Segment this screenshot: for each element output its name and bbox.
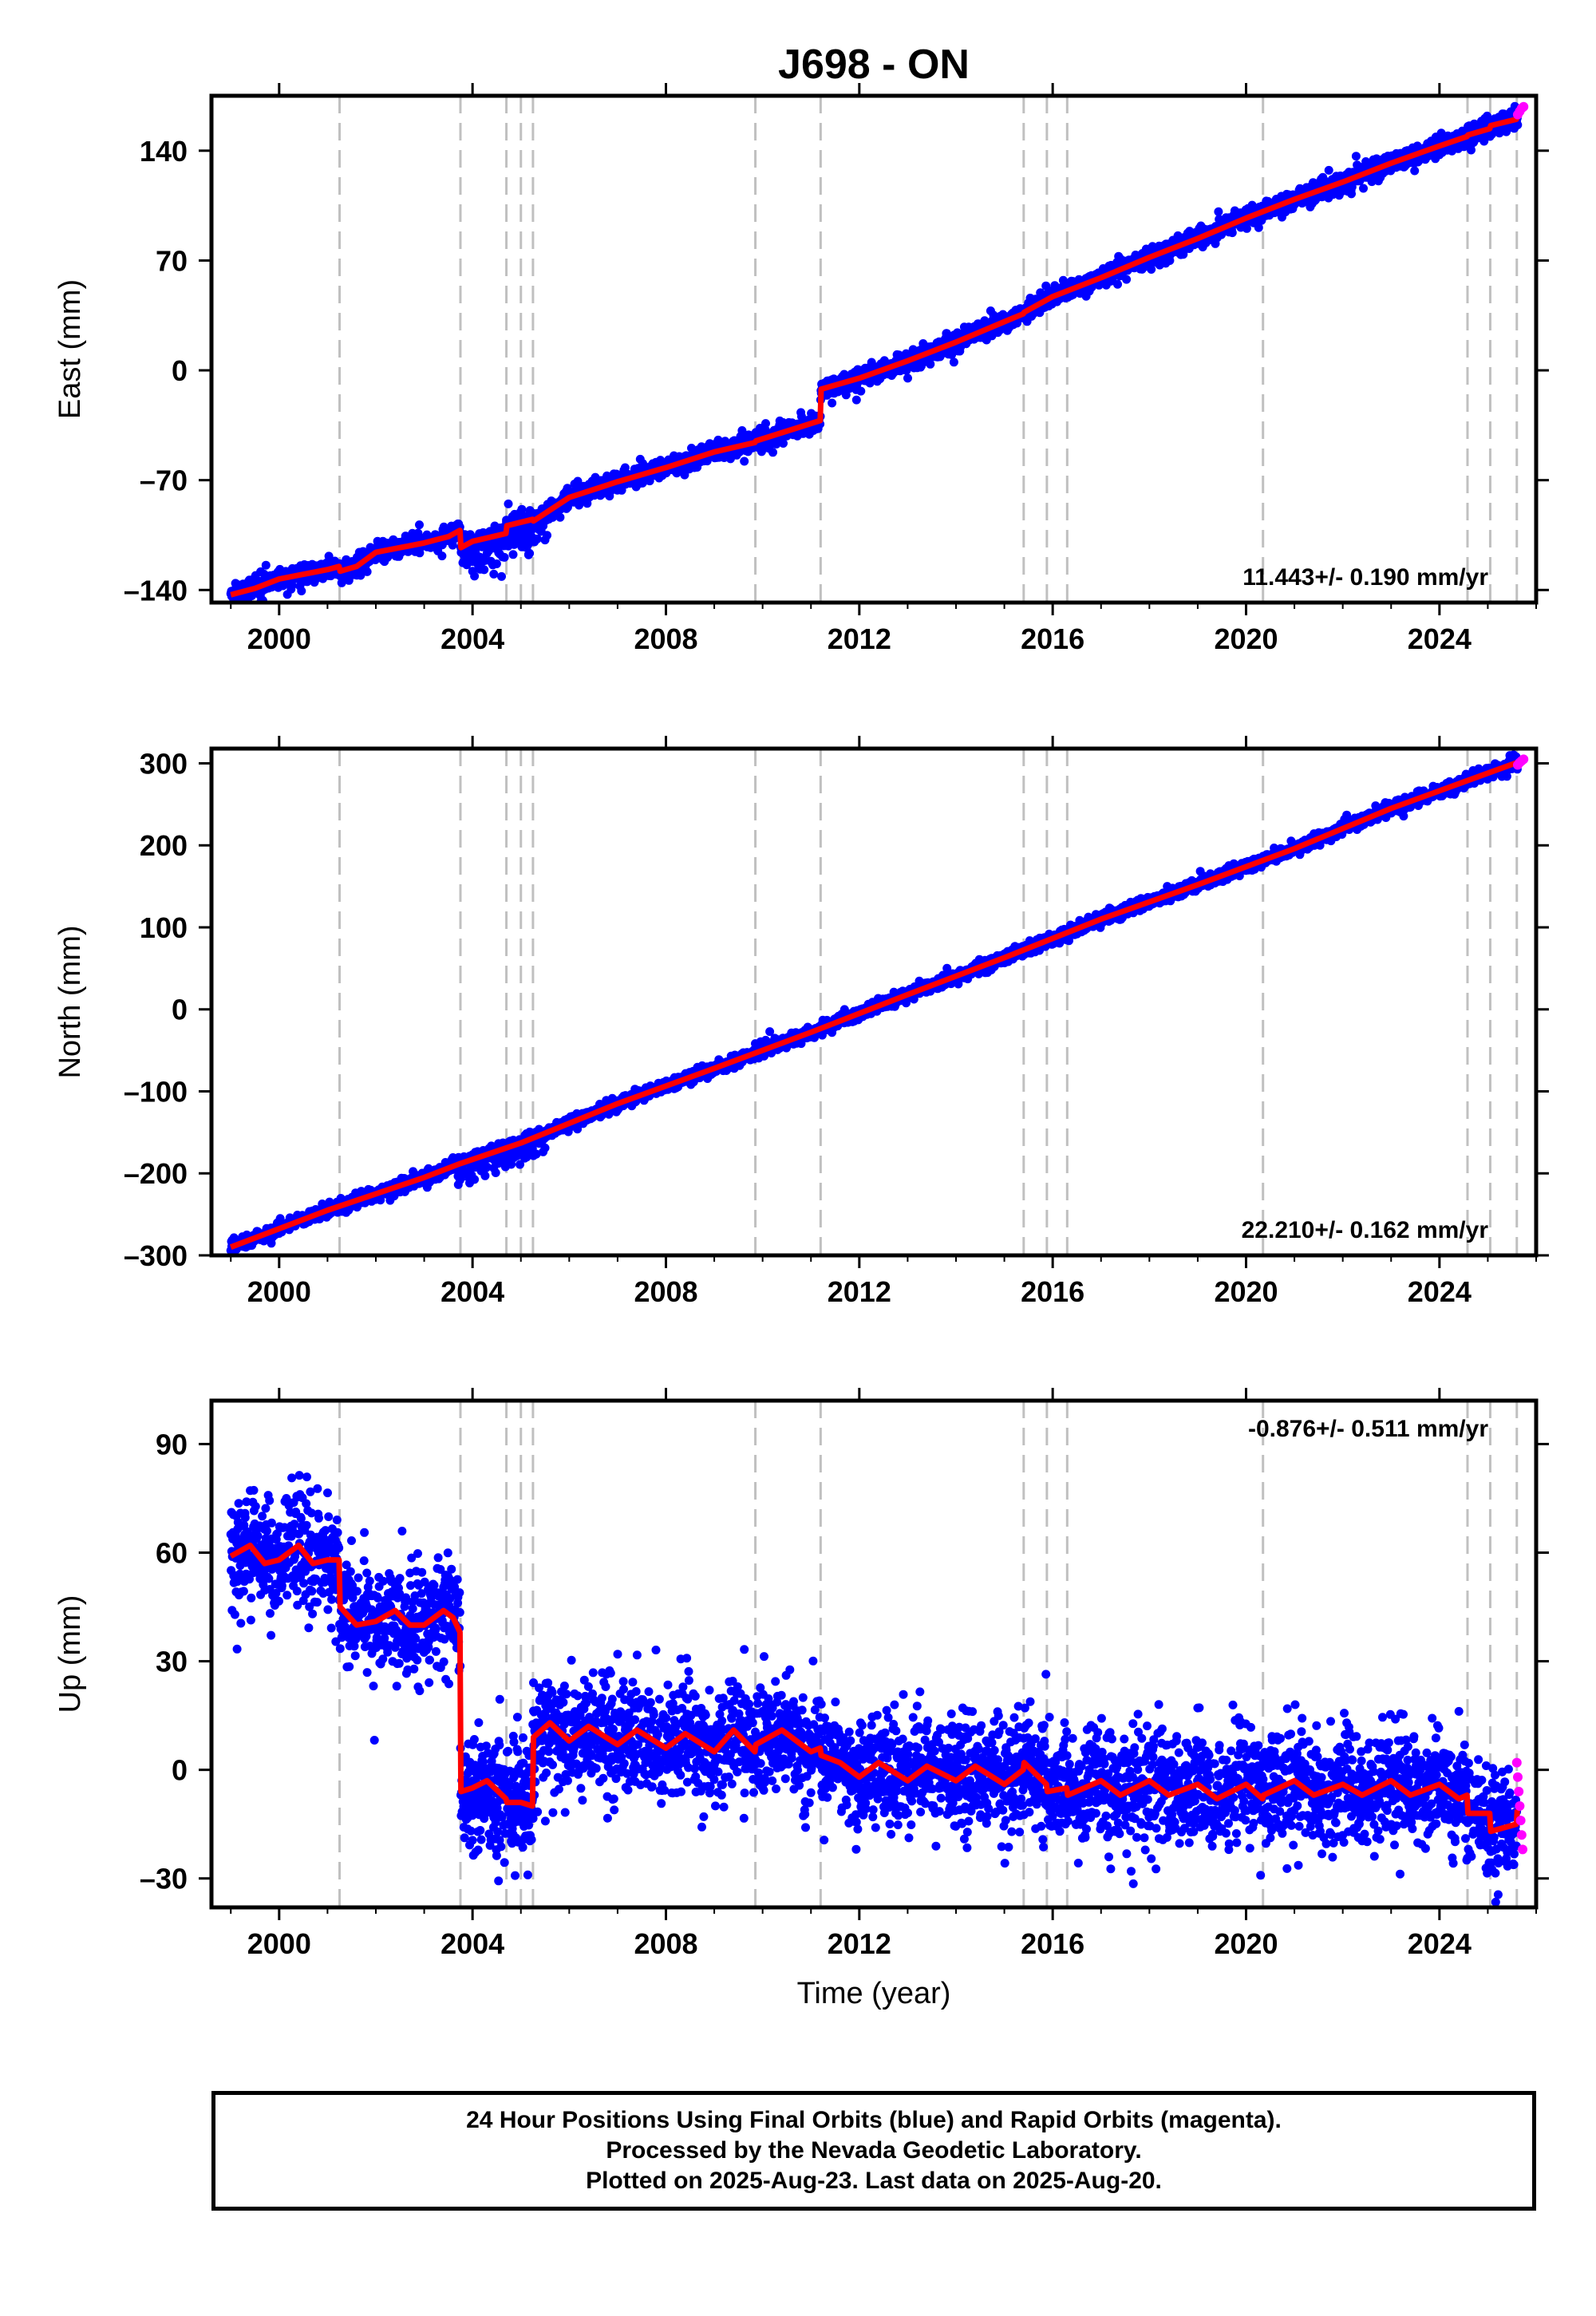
y-tick-label: 90 — [156, 1428, 188, 1460]
x-tick-label: 2020 — [1214, 622, 1278, 655]
rapid-orbit-point — [1516, 1830, 1527, 1840]
y-tick-label: –200 — [124, 1157, 188, 1190]
rapid-orbit-point — [1519, 101, 1529, 112]
y-tick-label: –70 — [140, 464, 188, 497]
x-tick-label: 2024 — [1408, 1927, 1472, 1960]
rapid-orbit-point — [1512, 1772, 1523, 1782]
y-tick-label: –100 — [124, 1075, 188, 1108]
up-rate-label: -0.876+/- 0.511 mm/yr — [1248, 1416, 1488, 1442]
x-tick-label: 2000 — [247, 1275, 311, 1308]
east-plot-area — [226, 96, 1529, 603]
up-daily-solutions — [226, 1471, 1522, 1907]
x-tick-label: 2000 — [247, 622, 311, 655]
rapid-orbit-point — [1511, 1757, 1522, 1768]
up-plot-frame — [209, 1398, 1539, 1910]
x-tick-label: 2012 — [828, 1927, 891, 1960]
x-axis-label: Time (year) — [797, 1977, 951, 2010]
rapid-orbit-point — [1514, 1786, 1524, 1796]
rapid-orbit-point — [1518, 1844, 1528, 1855]
east-plot-frame — [209, 93, 1539, 605]
north-model-line — [229, 758, 1523, 1250]
x-tick-label: 2004 — [440, 1927, 504, 1960]
x-tick-label: 2008 — [634, 1927, 697, 1960]
caption-line-3: Plotted on 2025-Aug-23. Last data on 202… — [586, 2168, 1162, 2194]
up-panel: 2000 2004 2008 2012 2016 2020 2024 90 60 30 0 –30 Up… — [53, 1388, 1549, 2010]
x-tick-label: 2016 — [1021, 622, 1084, 655]
y-tick-label: 0 — [172, 994, 188, 1026]
up-plot-area — [226, 1401, 1528, 1907]
x-tick-label: 2024 — [1408, 622, 1472, 655]
up-y-axis-label: Up (mm) — [53, 1595, 87, 1713]
rapid-orbit-point — [1519, 754, 1529, 765]
y-tick-label: 70 — [156, 244, 188, 277]
x-tick-label: 2020 — [1214, 1275, 1278, 1308]
north-panel: 2000 2004 2008 2012 2016 2020 2024 300 200 100 0 –1… — [53, 736, 1549, 1308]
x-tick-label: 2012 — [828, 622, 891, 655]
x-tick-label: 2008 — [634, 1275, 697, 1308]
y-tick-label: –300 — [124, 1239, 188, 1272]
x-tick-label: 2024 — [1408, 1275, 1472, 1308]
x-tick-label: 2000 — [247, 1927, 311, 1960]
x-tick-label: 2004 — [440, 622, 504, 655]
north-y-axis-label: North (mm) — [53, 925, 87, 1078]
up-final-orbit-points — [226, 1471, 1522, 1907]
east-daily-solutions — [226, 101, 1523, 603]
north-plot-area — [226, 749, 1529, 1255]
y-tick-label: 30 — [156, 1646, 188, 1678]
caption-line-2: Processed by the Nevada Geodetic Laborat… — [606, 2137, 1142, 2164]
y-tick-label: 60 — [156, 1537, 188, 1570]
caption-box: 24 Hour Positions Using Final Orbits (bl… — [211, 2091, 1536, 2211]
page-title: J698 - ON — [778, 41, 970, 88]
up-model-line — [229, 1542, 1520, 1835]
north-rate-label: 22.210+/- 0.162 mm/yr — [1242, 1217, 1489, 1243]
y-tick-label: –140 — [124, 574, 188, 607]
y-tick-label: 300 — [140, 747, 188, 780]
east-rate-label: 11.443+/- 0.190 mm/yr — [1242, 564, 1488, 591]
x-tick-label: 2016 — [1021, 1927, 1084, 1960]
x-tick-label: 2012 — [828, 1275, 891, 1308]
y-tick-label: –30 — [140, 1863, 188, 1895]
x-tick-label: 2020 — [1214, 1927, 1278, 1960]
x-tick-label: 2016 — [1021, 1275, 1084, 1308]
y-tick-label: 100 — [140, 911, 188, 944]
east-model-line — [230, 115, 1520, 598]
east-panel: 2000 2004 2008 2012 2016 2020 2024 140 70 0 –70 –14… — [53, 83, 1549, 655]
east-final-orbit-points — [226, 101, 1523, 603]
y-tick-label: 200 — [140, 829, 188, 862]
rapid-orbit-point — [1515, 1816, 1526, 1826]
x-tick-label: 2004 — [440, 1275, 504, 1308]
y-tick-label: 140 — [140, 135, 188, 168]
y-tick-label: 0 — [172, 354, 188, 387]
y-tick-label: 0 — [172, 1754, 188, 1787]
north-plot-frame — [209, 746, 1539, 1258]
caption-line-1: 24 Hour Positions Using Final Orbits (bl… — [466, 2107, 1282, 2133]
x-tick-label: 2008 — [634, 622, 697, 655]
rapid-orbit-point — [1515, 1801, 1525, 1811]
east-y-axis-label: East (mm) — [53, 279, 87, 419]
